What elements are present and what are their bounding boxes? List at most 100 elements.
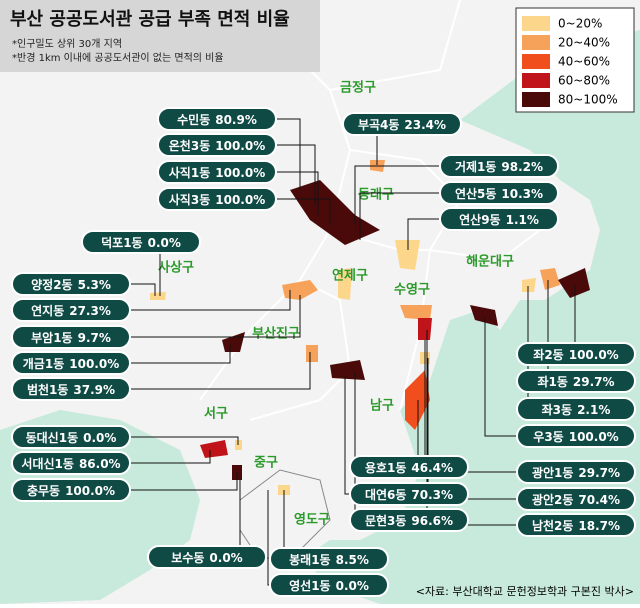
callout-box [11, 351, 131, 375]
callout-value: 9.7% [78, 331, 111, 345]
legend-swatch [522, 35, 550, 50]
callout: 수민동 80.9% [157, 107, 277, 131]
callout: 거제1동 98.2% [439, 154, 559, 178]
legend-label: 80~100% [558, 93, 618, 107]
callout: 좌3동 2.1% [516, 397, 636, 421]
callout: 서대신1동 86.0% [11, 451, 131, 475]
legend-swatch [522, 54, 550, 69]
callout-value: 100.0% [215, 139, 265, 153]
callout-name: 보수동 [171, 551, 204, 565]
callout-text: 서대신1동 86.0% [21, 456, 120, 471]
callout-box [516, 369, 636, 393]
leader-line [71, 290, 291, 311]
callout-text: 광안1동 29.7% [532, 465, 620, 480]
district-label: 서구 [204, 407, 228, 422]
callout-text: 대연6동 70.3% [365, 487, 453, 502]
callout-name: 좌3동 [542, 402, 572, 417]
callout: 광안1동 29.7% [516, 460, 636, 484]
callout-text: 동대신1동 0.0% [26, 430, 117, 445]
callout-box [81, 230, 201, 254]
callout: 개금1동 100.0% [11, 351, 131, 375]
callout-value: 80.9% [215, 113, 257, 127]
callout: 덕포1동 0.0% [81, 230, 201, 254]
callout-box [439, 207, 559, 231]
callout-value: 100.0% [569, 348, 619, 362]
callout-box [11, 425, 131, 449]
callout-text: 보수동 0.0% [171, 551, 242, 565]
callout-value: 29.7% [578, 466, 620, 480]
district-label: 사상구 [158, 260, 194, 276]
callout-value: 0.0% [209, 551, 242, 565]
callout: 좌1동 29.7% [516, 369, 636, 393]
callout-text: 수민동 80.9% [177, 112, 257, 127]
callout-box [157, 107, 277, 131]
callout-name: 부암1동 [31, 331, 72, 345]
callout: 영선1동 0.0% [269, 573, 389, 597]
note: *반경 1km 이내에 공공도서관이 없는 면적의 비율 [12, 51, 224, 64]
callout-name: 광안2동 [532, 492, 573, 507]
callout-box [11, 478, 131, 502]
district-label: 해운대구 [466, 254, 514, 270]
callout-box [516, 397, 636, 421]
callout-box [11, 325, 131, 349]
callout-value: 98.2% [501, 160, 543, 174]
callout-value: 70.4% [578, 493, 620, 507]
callout-box [439, 181, 559, 205]
district-label: 연제구 [332, 269, 368, 284]
district-label: 동래구 [358, 188, 394, 203]
callout: 부곡4동 23.4% [342, 112, 462, 136]
callout-text: 연산9동 1.1% [459, 212, 539, 227]
callout: 연산9동 1.1% [439, 207, 559, 231]
callout-box [439, 154, 559, 178]
callout-name: 대연6동 [365, 487, 406, 502]
leader-line [71, 295, 301, 338]
callout-value: 29.7% [573, 375, 615, 389]
callout-box [349, 508, 469, 532]
callout-text: 부곡4동 23.4% [358, 118, 446, 132]
callout-name: 좌1동 [537, 374, 567, 389]
callout-text: 영선1동 0.0% [289, 578, 369, 593]
callout-value: 86.0% [79, 457, 121, 471]
callout: 양정2동 5.3% [11, 272, 131, 296]
callout: 보수동 0.0% [147, 545, 267, 569]
leader-line [71, 352, 311, 390]
callout-text: 덕포1동 0.0% [101, 235, 181, 250]
callout-box [11, 377, 131, 401]
legend-swatch [522, 16, 550, 31]
callout: 대연6동 70.3% [349, 482, 469, 506]
callout-text: 용호1동 46.4% [365, 460, 453, 475]
callout-value: 100.0% [215, 193, 265, 207]
callout-value: 96.6% [411, 514, 453, 528]
callout-name: 좌2동 [533, 347, 563, 362]
callout-box [516, 487, 636, 511]
callout-box [269, 547, 389, 571]
callout-text: 거제1동 98.2% [455, 159, 543, 174]
callout: 범천1동 37.9% [11, 377, 131, 401]
callout-value: 8.5% [336, 553, 369, 567]
callout-box [349, 482, 469, 506]
callout-value: 100.0% [569, 430, 619, 444]
callout-text: 연지동 27.3% [31, 303, 111, 318]
callout: 연지동 27.3% [11, 298, 131, 322]
callout-name: 문현3동 [365, 513, 406, 528]
callout: 봉래1동 8.5% [269, 547, 389, 571]
callout-name: 충무동 [27, 483, 60, 498]
callout: 우3동 100.0% [516, 424, 636, 448]
callout-name: 개금1동 [23, 357, 64, 371]
callout-value: 10.3% [501, 187, 543, 201]
district-label: 부산진구 [252, 326, 300, 342]
callout-text: 광안2동 70.4% [532, 492, 620, 507]
callout-value: 37.9% [73, 383, 115, 397]
callout-text: 좌2동 100.0% [533, 347, 618, 362]
callout-name: 범천1동 [27, 382, 68, 397]
callout-value: 100.0% [69, 357, 119, 371]
callout-value: 23.4% [404, 118, 446, 132]
callout-box [269, 573, 389, 597]
callout-box [342, 112, 462, 136]
callout-name: 봉래1동 [289, 552, 330, 567]
callout-text: 부암1동 9.7% [31, 331, 111, 345]
legend-label: 60~80% [558, 74, 610, 88]
callout-text: 충무동 100.0% [27, 483, 115, 498]
callout-box [516, 460, 636, 484]
